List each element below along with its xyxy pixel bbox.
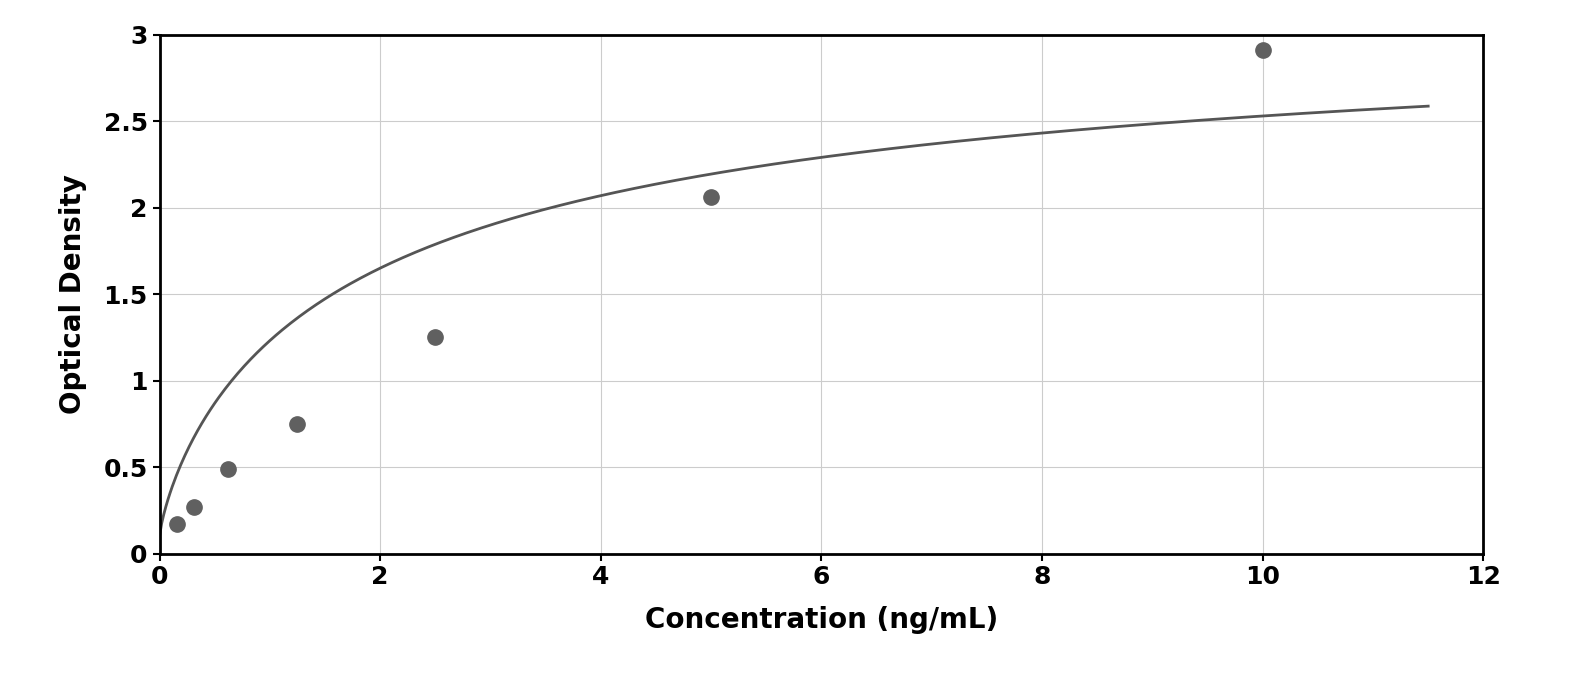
Point (1250, 45, 1276, 56)
Point (215, 464, 241, 475)
Y-axis label: Optical Density: Optical Density (59, 174, 86, 414)
Point (182, 501, 207, 512)
X-axis label: Concentration (ng/mL): Concentration (ng/mL) (644, 606, 998, 634)
Point (164, 519, 190, 530)
Point (423, 332, 448, 343)
Point (699, 192, 724, 203)
Point (284, 418, 309, 429)
